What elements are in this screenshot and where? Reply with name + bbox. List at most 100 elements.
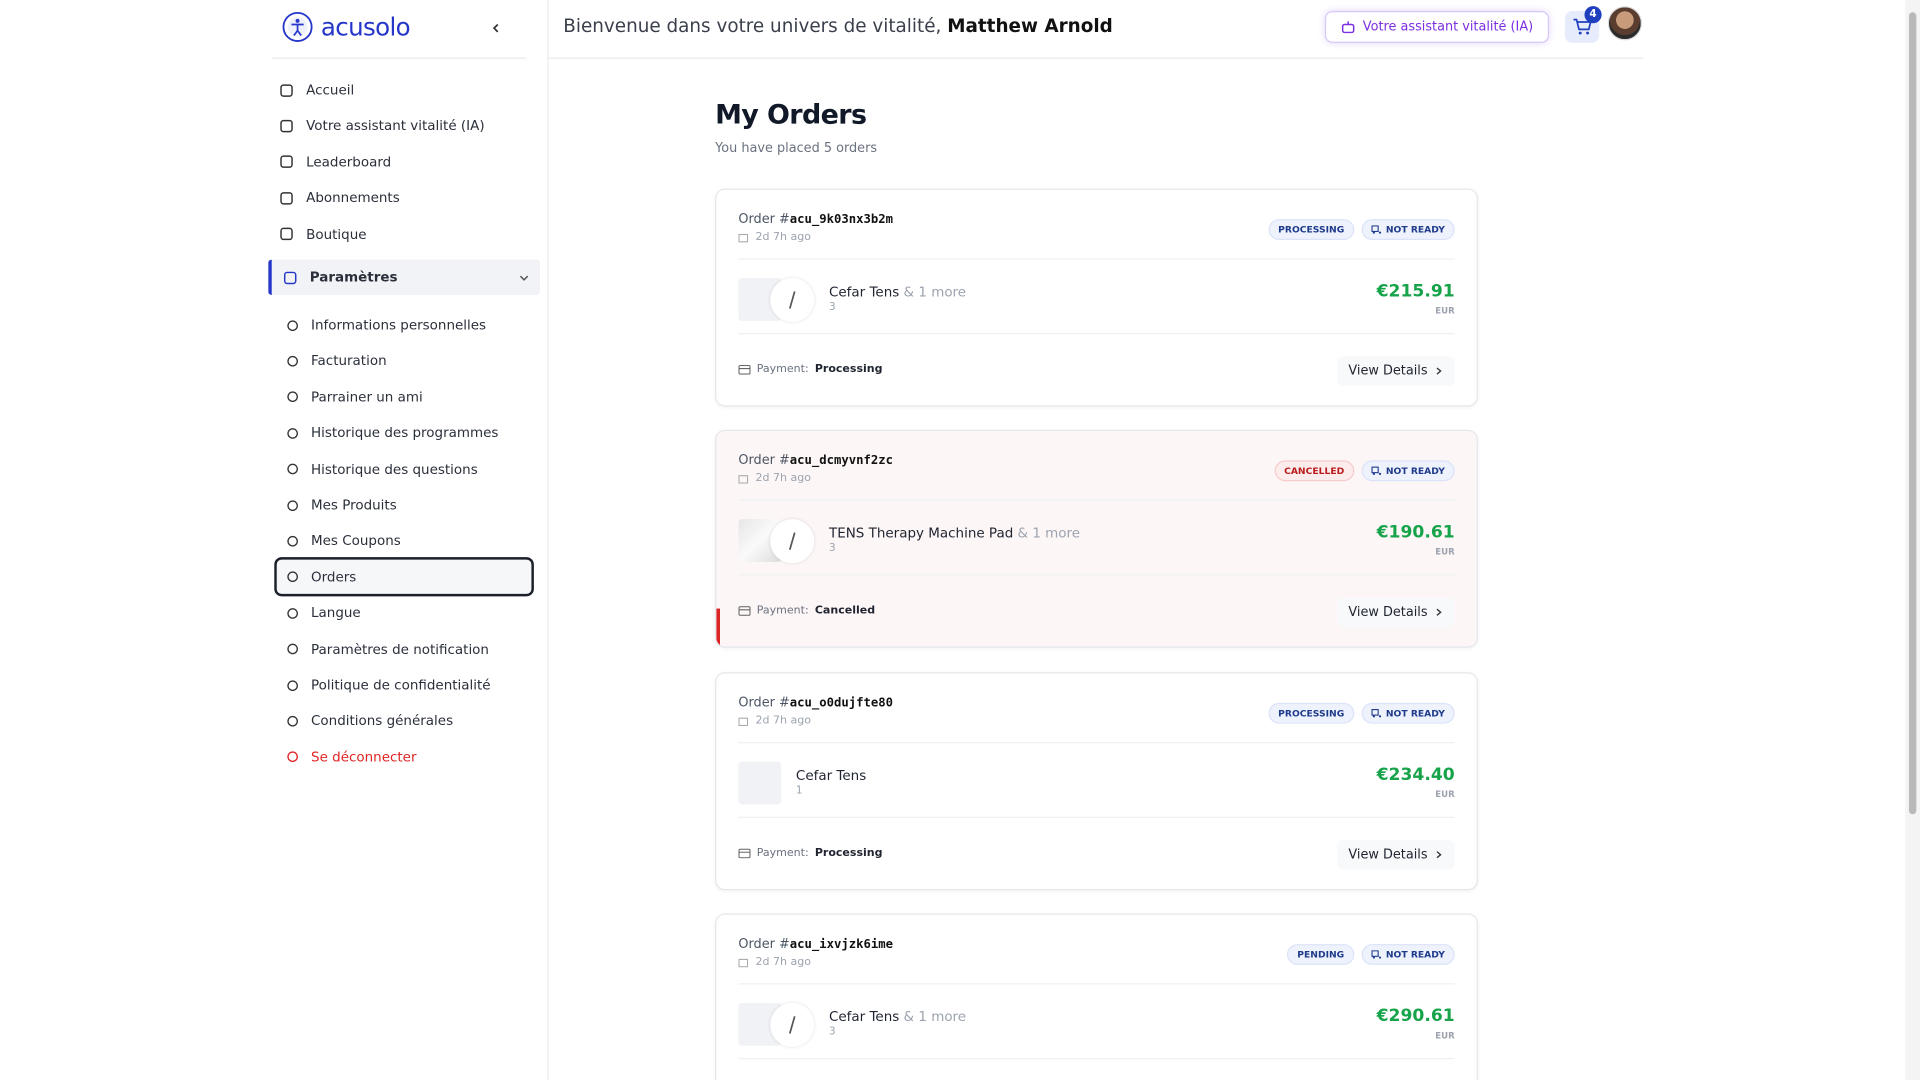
sub-nav-item[interactable]: Parrainer un ami bbox=[287, 388, 423, 406]
chevron-icon bbox=[1436, 609, 1442, 617]
order-card: Order #acu_9k03nx3b2m 2d 7h ago PROCESSING… bbox=[715, 188, 1478, 407]
truck-icon bbox=[1371, 225, 1381, 234]
readiness-badge: NOT READY bbox=[1361, 460, 1455, 482]
product-thumbnail-2 bbox=[770, 519, 815, 564]
divider bbox=[738, 1057, 1455, 1060]
sub-nav-item[interactable]: Mes Produits bbox=[287, 496, 397, 514]
view-details[interactable]: View Details bbox=[1337, 356, 1455, 386]
sub-nav-item[interactable]: Historique des programmes bbox=[287, 424, 498, 442]
nav-label: Paramètres bbox=[309, 269, 398, 286]
price: €234.40 bbox=[1376, 764, 1455, 785]
product-name: TENS Therapy Machine Pad & 1 more bbox=[829, 526, 1080, 542]
logout-item[interactable]: Se déconnecter bbox=[287, 748, 416, 766]
sub-nav-item[interactable]: Conditions générales bbox=[287, 712, 453, 730]
settings-item[interactable]: Paramètres bbox=[268, 259, 541, 296]
logo-divider bbox=[271, 57, 527, 59]
payment-label: Payment: bbox=[756, 605, 809, 618]
truck-icon bbox=[1371, 950, 1381, 959]
nav-icon bbox=[287, 319, 298, 331]
view-details-label: View Details bbox=[1348, 846, 1428, 862]
order-date: 2d 7h ago bbox=[738, 473, 811, 485]
nav-label: Mes Coupons bbox=[311, 533, 401, 550]
nav-label: Leaderboard bbox=[306, 154, 392, 170]
nav-icon bbox=[287, 751, 298, 763]
product-name: Cefar Tens & 1 more bbox=[829, 1009, 966, 1025]
orders-highlight bbox=[274, 557, 534, 597]
pen-icon bbox=[788, 532, 796, 551]
order-date: 2d 7h ago bbox=[738, 231, 812, 244]
product-name: Cefar Tens bbox=[796, 767, 866, 783]
product-title: Cefar Tens bbox=[828, 1008, 900, 1025]
nav-label: Mes Produits bbox=[311, 497, 397, 514]
avatar[interactable] bbox=[1607, 6, 1643, 41]
nav-icon bbox=[287, 499, 298, 511]
sub-nav-item[interactable]: Paramètres de notification bbox=[287, 640, 489, 658]
nav-icon bbox=[287, 391, 298, 403]
nav-label: Abonnements bbox=[306, 190, 400, 206]
sub-nav-item[interactable]: Informations personnelles bbox=[287, 316, 487, 334]
nav-icon bbox=[287, 571, 298, 583]
nav-label: Votre assistant vitalité (IA) bbox=[306, 118, 485, 134]
card-icon bbox=[738, 848, 751, 858]
sub-nav-item[interactable]: Langue bbox=[287, 604, 361, 622]
view-details[interactable]: View Details bbox=[1337, 597, 1455, 628]
user-name: Matthew Arnold bbox=[947, 14, 1113, 37]
date-text: 2d 7h ago bbox=[755, 473, 812, 486]
payment-label: Payment: bbox=[756, 846, 809, 860]
divider bbox=[738, 983, 1455, 985]
status-badge: CANCELLED bbox=[1274, 460, 1355, 482]
order-id: Order #acu_9k03nx3b2m bbox=[738, 212, 893, 227]
greeting-text: Bienvenue dans votre univers de vitalité… bbox=[563, 14, 942, 37]
order-label: Order # bbox=[738, 936, 790, 952]
view-details-label: View Details bbox=[1348, 605, 1428, 620]
product-title: Cefar Tens bbox=[828, 284, 900, 301]
nav-label: Historique des questions bbox=[311, 461, 478, 478]
nav-icon bbox=[287, 715, 298, 727]
product-thumbnail bbox=[738, 761, 782, 804]
divider bbox=[738, 816, 1455, 818]
payment-label: Payment: bbox=[756, 363, 809, 376]
price: €215.91 bbox=[1376, 281, 1455, 302]
currency: EUR bbox=[1435, 789, 1455, 800]
view-details-label: View Details bbox=[1348, 363, 1428, 379]
nav-icon bbox=[287, 643, 298, 655]
sub-nav-item[interactable]: Facturation bbox=[287, 352, 387, 370]
nav-item[interactable]: Boutique bbox=[279, 225, 367, 243]
collapse-button[interactable] bbox=[490, 22, 502, 34]
cart-badge: 4 bbox=[1584, 6, 1602, 24]
date-text: 2d 7h ago bbox=[755, 231, 812, 244]
sub-nav-item[interactable]: Historique des questions bbox=[287, 460, 478, 478]
nav-icon bbox=[280, 227, 293, 241]
nav-icon bbox=[287, 355, 298, 367]
more-items: & 1 more bbox=[903, 1008, 967, 1025]
quantity: 3 bbox=[828, 542, 836, 556]
product-title: TENS Therapy Machine Pad bbox=[828, 525, 1014, 542]
order-card: Order #acu_o0dujfte80 2d 7h ago PROCESSING… bbox=[715, 671, 1478, 890]
divider bbox=[738, 741, 1455, 743]
nav-label: Parrainer un ami bbox=[311, 389, 423, 406]
sub-nav-item[interactable]: Orders bbox=[287, 568, 356, 586]
assistant-button[interactable]: Votre assistant vitalité (IA) bbox=[1324, 11, 1549, 43]
currency: EUR bbox=[1435, 1030, 1455, 1041]
nav-label: Informations personnelles bbox=[311, 317, 487, 334]
divider bbox=[738, 499, 1455, 502]
nav-icon bbox=[287, 427, 298, 439]
nav-item[interactable]: Abonnements bbox=[279, 189, 400, 207]
nav-icon bbox=[280, 83, 293, 97]
logo[interactable]: acusolo bbox=[282, 11, 411, 43]
nav-item[interactable]: Accueil bbox=[279, 81, 354, 99]
view-details[interactable]: View Details bbox=[1337, 839, 1455, 869]
sub-nav-item[interactable]: Politique de confidentialité bbox=[287, 676, 491, 694]
payment: Payment: Cancelled bbox=[738, 605, 875, 618]
order-number: acu_o0dujfte80 bbox=[789, 696, 893, 710]
calendar-icon bbox=[738, 717, 749, 726]
sub-nav-item[interactable]: Mes Coupons bbox=[287, 532, 401, 550]
scrollbar-thumb[interactable] bbox=[1908, 12, 1917, 815]
quantity: 3 bbox=[828, 301, 836, 314]
nav-item[interactable]: Votre assistant vitalité (IA) bbox=[279, 117, 485, 135]
order-label: Order # bbox=[738, 453, 790, 469]
divider bbox=[738, 574, 1455, 576]
nav-item[interactable]: Leaderboard bbox=[279, 153, 391, 171]
order-badges: PROCESSING NOT READY bbox=[1268, 702, 1455, 724]
